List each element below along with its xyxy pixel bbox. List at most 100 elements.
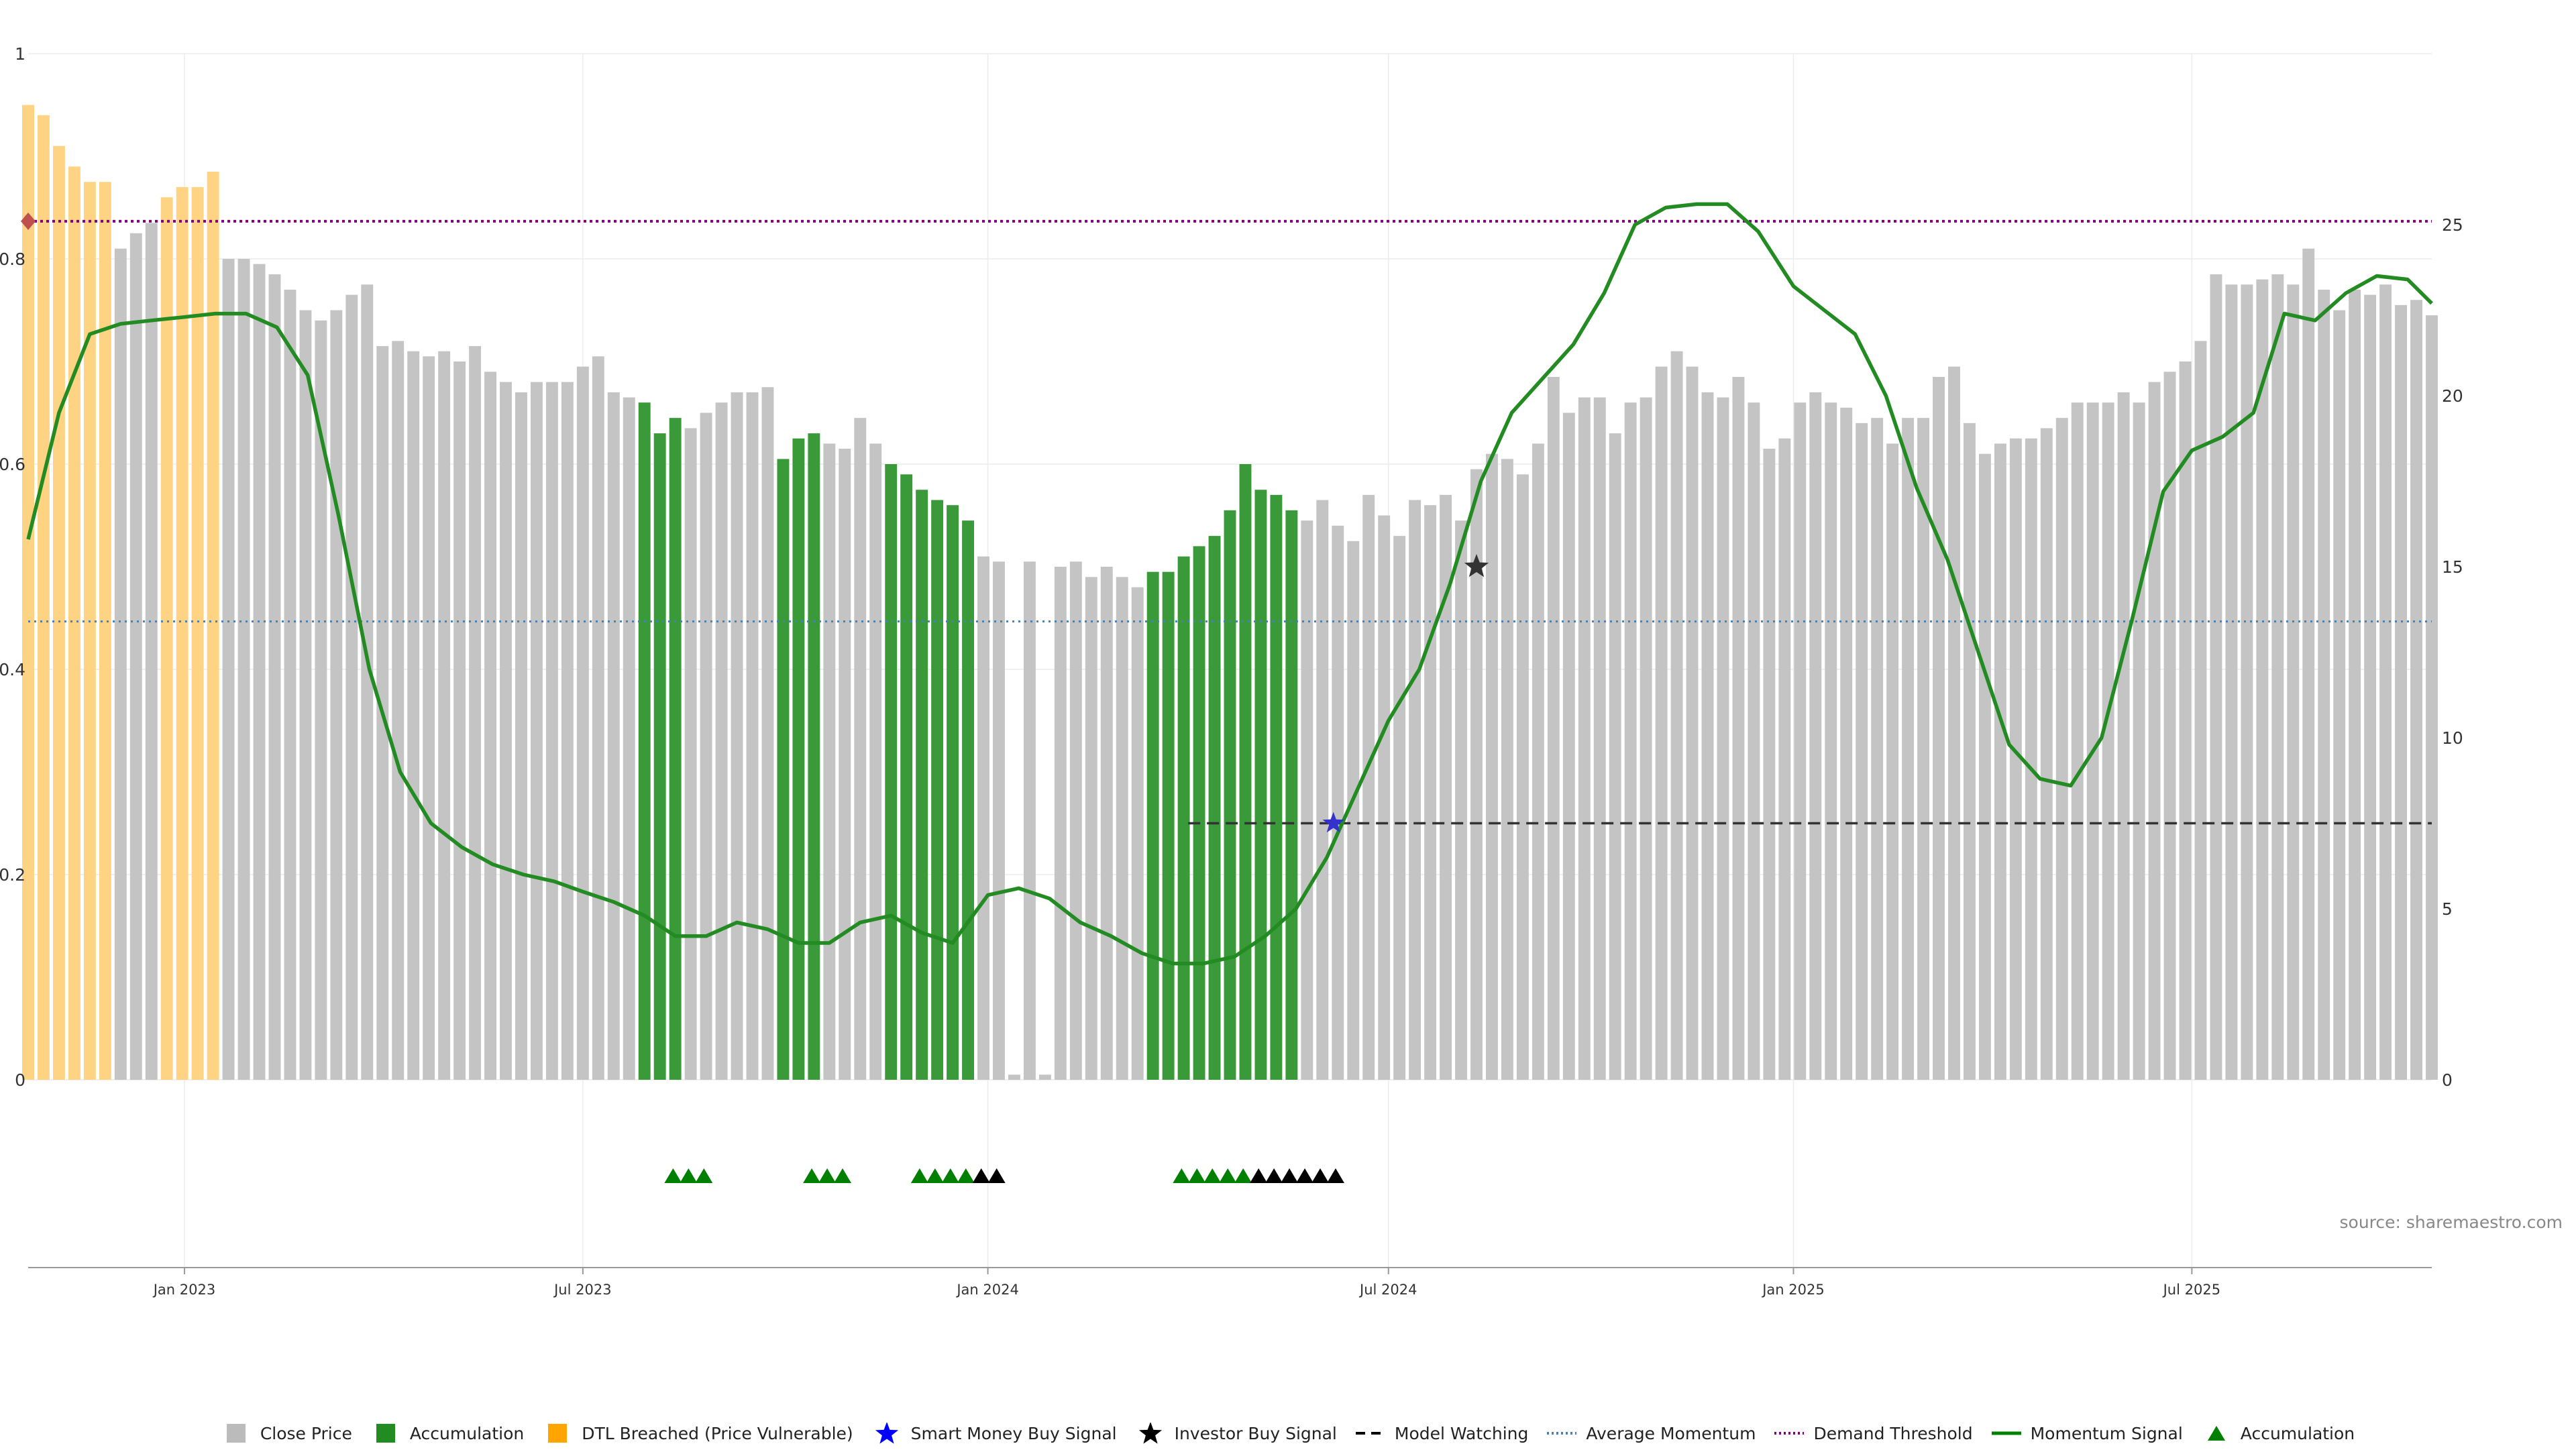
close-price-bar — [1100, 567, 1113, 1080]
close-price-bar — [1316, 500, 1329, 1080]
accumulation-triangle — [803, 1168, 821, 1183]
dtl-breached-bar — [176, 186, 189, 1080]
legend-symbol-dot — [1547, 1432, 1577, 1435]
accumulation-bar — [777, 459, 790, 1080]
close-price-bar — [530, 382, 543, 1080]
close-price-bar — [1886, 443, 1899, 1080]
close-price-bar — [469, 346, 482, 1080]
accumulation-bar — [1270, 494, 1283, 1080]
legend-symbol-shape — [2207, 1426, 2225, 1441]
close-price-bar — [993, 561, 1005, 1080]
close-price-bar — [2395, 304, 2408, 1080]
close-price-bar — [1948, 366, 1960, 1080]
close-price-bar — [500, 382, 512, 1080]
close-price-bar — [1978, 453, 1991, 1080]
legend-symbol-square — [548, 1424, 568, 1443]
momentum-line — [26, 202, 2433, 966]
y-right-tick-label: 0 — [2442, 1070, 2453, 1090]
close-price-bar — [607, 392, 620, 1080]
close-price-bar — [545, 382, 558, 1080]
dtl-breached-bar — [207, 171, 219, 1080]
close-price-bar — [1347, 541, 1360, 1080]
accumulation-triangle — [1234, 1168, 1252, 1183]
accumulation-bar — [1177, 556, 1190, 1080]
close-price-bar — [114, 248, 127, 1080]
close-price-bar — [268, 274, 281, 1080]
accumulation-bar — [916, 490, 928, 1080]
close-price-bar — [1532, 443, 1544, 1080]
dtl-breached-bar — [83, 182, 96, 1080]
legend-item: Investor Buy Signal — [1136, 1423, 1337, 1444]
close-price-bar — [823, 443, 836, 1080]
legend-symbol-shape — [548, 1424, 568, 1443]
close-price-bar — [854, 418, 867, 1080]
legend-label: Close Price — [260, 1423, 352, 1443]
x-tick-label: Jul 2023 — [553, 1282, 611, 1298]
legend-label: Smart Money Buy Signal — [910, 1423, 1117, 1443]
close-price-bar — [2225, 284, 2238, 1080]
legend-symbol-shape — [376, 1424, 395, 1443]
legend-symbol-line — [1991, 1431, 2021, 1435]
close-price-bar — [2040, 428, 2053, 1080]
close-price-bar — [2379, 284, 2392, 1080]
price-bars — [22, 105, 2438, 1080]
close-price-bar — [1640, 397, 1652, 1080]
accumulation-bar — [638, 402, 651, 1080]
investor-triangle — [987, 1168, 1006, 1183]
investor-triangle — [1265, 1168, 1283, 1183]
close-price-bar — [1470, 469, 1483, 1080]
dtl-breached-bar — [22, 105, 34, 1080]
investor-triangle — [1311, 1168, 1330, 1183]
close-price-bar — [715, 402, 728, 1080]
close-price-bar — [1670, 351, 1683, 1080]
x-tick-label: Jan 2025 — [1761, 1282, 1825, 1298]
close-price-bar — [2194, 341, 2207, 1080]
legend-item: Average Momentum — [1547, 1423, 1756, 1444]
accumulation-triangle — [834, 1168, 852, 1183]
accumulation-triangle — [680, 1168, 698, 1183]
close-price-bar — [1547, 376, 1560, 1080]
close-price-bar — [2318, 289, 2330, 1080]
y-right-tick-label: 5 — [2442, 899, 2453, 919]
accumulation-bar — [1239, 464, 1252, 1080]
close-price-bar — [1332, 525, 1344, 1080]
y-left-tick-label: 0.2 — [0, 865, 25, 885]
y-right-tick-label: 15 — [2442, 557, 2463, 577]
close-price-bar — [2117, 392, 2130, 1080]
dtl-breached-bar — [191, 186, 204, 1080]
legend-item: Model Watching — [1355, 1423, 1528, 1444]
close-price-bar — [2071, 402, 2084, 1080]
dtl-breached-bar — [68, 166, 80, 1080]
close-price-bar — [1562, 412, 1575, 1080]
smart-money-buy-star — [1322, 812, 1344, 833]
close-price-bar — [2364, 294, 2377, 1080]
accumulation-bar — [885, 464, 898, 1080]
dtl-breached-bar — [160, 197, 173, 1080]
close-price-bar — [1964, 423, 1976, 1080]
accumulation-triangle — [1203, 1168, 1222, 1183]
close-price-bar — [2148, 382, 2161, 1080]
close-price-bar — [2271, 274, 2284, 1080]
close-price-bar — [222, 259, 235, 1080]
investor-triangle — [1296, 1168, 1314, 1183]
close-price-bar — [1825, 402, 1837, 1080]
close-price-bar — [1917, 418, 1930, 1080]
y-left-tick-label: 0 — [15, 1070, 25, 1090]
close-price-bar — [2349, 289, 2361, 1080]
close-price-bar — [977, 556, 989, 1080]
accumulation-bar — [1285, 510, 1298, 1080]
legend-label: Average Momentum — [1586, 1423, 1756, 1443]
close-price-bar — [746, 392, 759, 1080]
close-price-bar — [1085, 577, 1097, 1080]
close-price-bar — [731, 392, 743, 1080]
accumulation-bar — [947, 505, 959, 1080]
legend-item: Momentum Signal — [1991, 1423, 2183, 1444]
legend-symbol-star — [1138, 1423, 1162, 1444]
accumulation-triangle — [818, 1168, 837, 1183]
close-price-bar — [592, 356, 604, 1080]
close-price-bar — [869, 443, 882, 1080]
close-price-bar — [1717, 397, 1729, 1080]
source-label: source: sharemaestro.com — [2339, 1213, 2563, 1232]
close-price-bar — [1424, 505, 1437, 1080]
reference-lines — [28, 219, 2432, 825]
